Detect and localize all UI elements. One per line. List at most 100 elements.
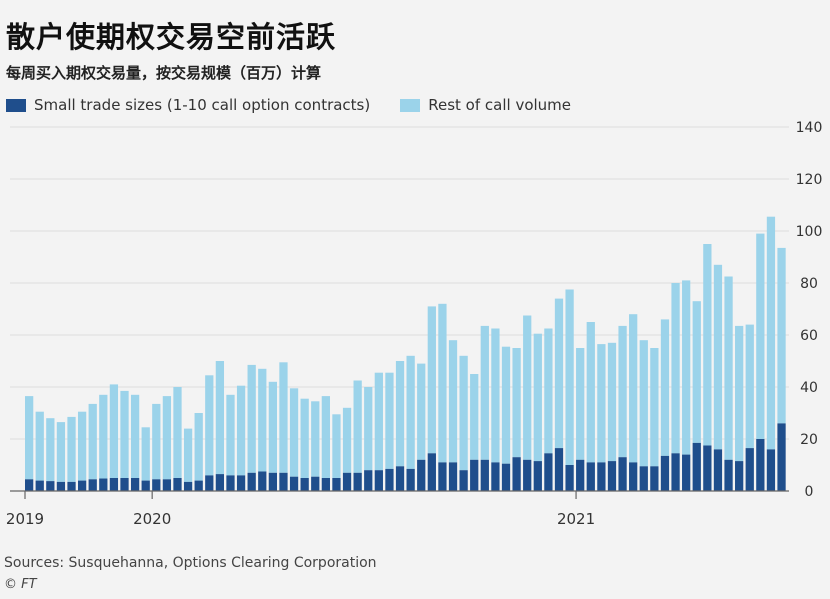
bar-rest-volume: [130, 394, 140, 478]
legend-item-small-trades: Small trade sizes (1-10 call option cont…: [6, 96, 370, 114]
bar-rest-volume: [427, 306, 436, 454]
bar-small-trades: [215, 474, 225, 491]
bar-small-trades: [756, 439, 765, 491]
bar-small-trades: [374, 470, 383, 491]
bar-small-trades: [777, 423, 786, 491]
bar-small-trades: [448, 462, 458, 491]
bar-small-trades: [279, 472, 288, 491]
bar-rest-volume: [141, 427, 150, 481]
bar-small-trades: [650, 466, 659, 491]
bar-rest-volume: [692, 301, 701, 443]
bar-rest-volume: [183, 428, 193, 482]
bar-small-trades: [682, 454, 691, 491]
legend-label-rest-volume: Rest of call volume: [428, 96, 572, 114]
bar-rest-volume: [639, 340, 648, 467]
bar-rest-volume: [205, 375, 214, 476]
bar-rest-volume: [491, 328, 500, 463]
bar-rest-volume: [311, 401, 320, 477]
bar-rest-volume: [395, 361, 405, 467]
bar-small-trades: [565, 465, 574, 491]
bar-rest-volume: [364, 387, 373, 471]
bar-rest-volume: [321, 396, 330, 478]
bar-small-trades: [618, 457, 627, 491]
bar-small-trades: [660, 455, 670, 491]
bar-small-trades: [205, 475, 214, 491]
bar-small-trades: [353, 472, 362, 491]
bar-small-trades: [470, 459, 479, 491]
y-tick-label: 80: [800, 276, 818, 292]
bar-small-trades: [554, 448, 564, 491]
legend-swatch-rest-volume: [400, 98, 421, 112]
bar-small-trades: [692, 442, 701, 491]
x-tick-label: 2020: [133, 510, 171, 528]
bar-rest-volume: [777, 247, 786, 424]
bar-rest-volume: [459, 355, 468, 471]
bar-rest-volume: [289, 388, 299, 477]
bar-small-trades: [300, 478, 309, 491]
bar-small-trades: [321, 478, 330, 491]
bar-small-trades: [406, 468, 415, 491]
y-tick-label: 60: [800, 328, 818, 344]
bar-small-trades: [268, 472, 278, 491]
legend-label-small-trades: Small trade sizes (1-10 call option cont…: [34, 96, 371, 114]
bar-rest-volume: [332, 414, 341, 478]
bar-rest-volume: [46, 418, 55, 482]
bar-rest-volume: [544, 328, 553, 454]
source-note: Sources: Susquehanna, Options Clearing C…: [4, 555, 377, 571]
bar-small-trades: [745, 448, 754, 491]
x-tick-label: 2021: [557, 510, 595, 528]
bar-small-trades: [395, 466, 405, 491]
bar-rest-volume: [586, 322, 595, 463]
bar-small-trades: [141, 480, 150, 491]
bar-small-trades: [417, 459, 426, 491]
bar-rest-volume: [353, 380, 362, 473]
bar-small-trades: [427, 453, 436, 491]
bar-rest-volume: [618, 325, 627, 458]
bar-rest-volume: [279, 362, 288, 473]
bar-rest-volume: [745, 324, 754, 449]
bar-small-trades: [35, 480, 44, 491]
bar-rest-volume: [342, 407, 352, 473]
y-tick-label: 20: [800, 432, 818, 448]
bar-small-trades: [173, 478, 182, 491]
bar-small-trades: [183, 481, 193, 491]
bar-rest-volume: [523, 315, 532, 460]
legend-swatch-small-trades: [6, 98, 26, 112]
bar-rest-volume: [194, 413, 203, 481]
bar-rest-volume: [226, 394, 235, 476]
bar-small-trades: [247, 472, 256, 491]
bar-small-trades: [99, 478, 108, 491]
bar-small-trades: [597, 462, 606, 491]
bar-small-trades: [607, 461, 617, 491]
bar-rest-volume: [56, 422, 66, 482]
bar-rest-volume: [236, 385, 246, 476]
bar-rest-volume: [67, 416, 76, 482]
bar-small-trades: [46, 481, 55, 491]
bar-small-trades: [194, 480, 203, 491]
bar-rest-volume: [660, 319, 670, 456]
bar-small-trades: [109, 478, 119, 491]
bar-rest-volume: [152, 403, 161, 480]
bar-chart: 0 20 40 60 80 100 120 140 2019 2020 2021: [6, 120, 822, 528]
bar-rest-volume: [406, 355, 415, 469]
bar-small-trades: [724, 459, 733, 491]
bar-rest-volume: [713, 264, 723, 450]
bar-small-trades: [162, 479, 172, 491]
x-tick-label: 2019: [6, 510, 44, 528]
bar-rest-volume: [724, 276, 733, 460]
bar-small-trades: [332, 478, 341, 491]
chart-subtitle: 每周买入期权交易量，按交易规模（百万）计算: [6, 64, 322, 82]
bar-small-trades: [342, 472, 352, 491]
bar-small-trades: [364, 470, 373, 491]
bar-small-trades: [491, 462, 500, 491]
bar-rest-volume: [448, 340, 458, 463]
bar-rest-volume: [533, 333, 542, 462]
bar-rest-volume: [247, 364, 256, 473]
bar-rest-volume: [215, 361, 225, 475]
bar-small-trades: [586, 462, 595, 491]
legend: Small trade sizes (1-10 call option cont…: [6, 96, 601, 114]
bar-small-trades: [236, 475, 246, 491]
bar-small-trades: [766, 449, 776, 491]
chart-title: 散户使期权交易空前活跃: [6, 20, 337, 54]
bar-small-trades: [671, 453, 680, 491]
